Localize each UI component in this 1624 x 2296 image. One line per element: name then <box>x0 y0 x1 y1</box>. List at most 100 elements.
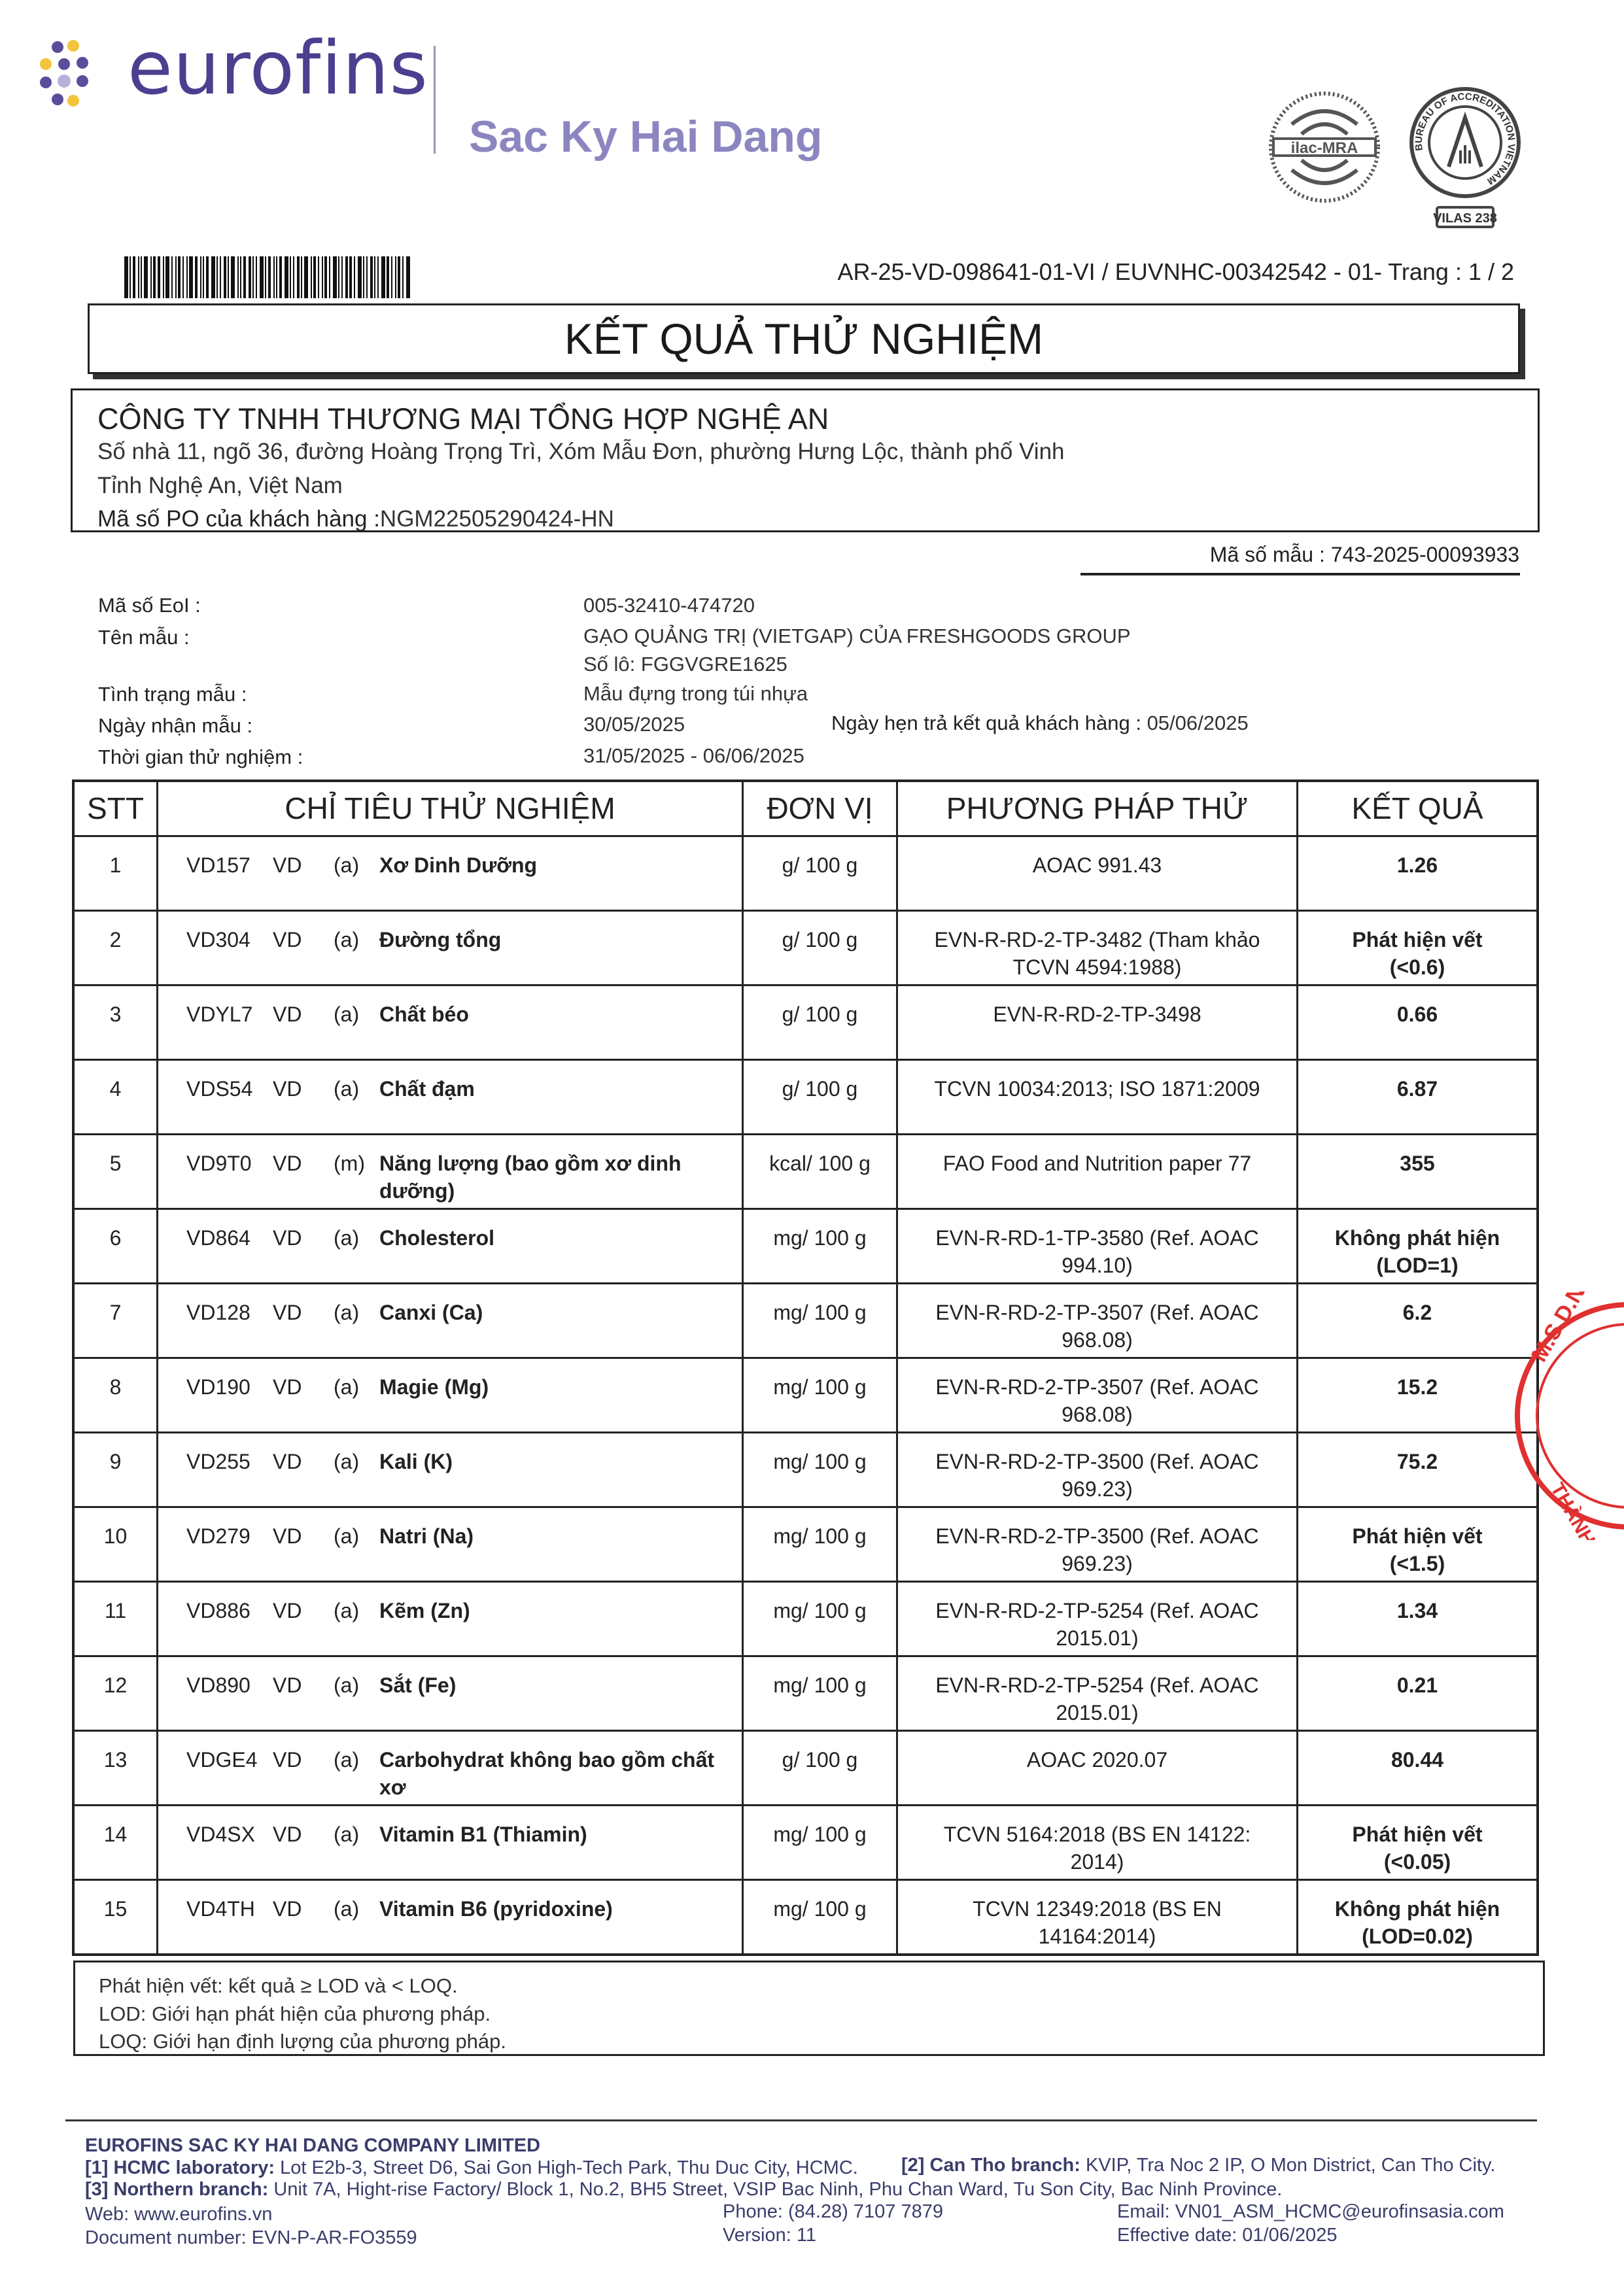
result-text: 0.21 <box>1396 1673 1438 1697</box>
barcode-bar <box>252 256 254 298</box>
header-result: KẾT QUẢ <box>1296 780 1539 837</box>
row-test: VD9T0 VD (m) Năng lượng (bao gồm xơ dinh dư… <box>156 1133 744 1210</box>
accreditation-mark: (a) <box>334 928 360 951</box>
table-row: 13 VDGE4 VD (a) Carbohydrat không bao gồm ch… <box>72 1730 1539 1806</box>
barcode-bar <box>171 256 173 298</box>
barcode-bar <box>133 256 135 298</box>
row-method: EVN-R-RD-2-TP-3507 (Ref. AOAC 968.08) <box>896 1357 1298 1433</box>
accreditation-mark: (a) <box>334 1599 360 1622</box>
lab-code: VD <box>273 1823 302 1846</box>
lab-code: VD <box>273 1077 302 1101</box>
note-line: LOD: Giới hạn phát hiện của phương pháp. <box>99 2002 491 2025</box>
barcode-bar <box>124 256 128 298</box>
lab-code: VD <box>273 1897 302 1921</box>
accreditation-mark: (m) <box>334 1152 365 1175</box>
branch-3: [3] Northern branch: Unit 7A, Hight-rise… <box>85 2179 1282 2201</box>
barcode-bar <box>370 256 373 298</box>
result-text: 0.66 <box>1396 1002 1438 1026</box>
result-text: Không phát hiện (LOD=0.02) <box>1334 1897 1500 1948</box>
method-text: EVN-R-RD-2-TP-3498 <box>993 1002 1201 1026</box>
test-code: VD157 <box>186 853 251 877</box>
result-text: 1.26 <box>1396 853 1438 877</box>
barcode-bar <box>243 256 246 298</box>
report-reference: AR-25-VD-098641-01-VI / EUVNHC-00342542 … <box>837 258 1514 285</box>
method-text: TCVN 12349:2018 (BS EN 14164:2014) <box>973 1897 1222 1948</box>
branch-2-label: [2] Can Tho branch: <box>901 2155 1080 2176</box>
accreditation-mark: (a) <box>334 1450 360 1473</box>
table-row: 8 VD190 VD (a) Magie (Mg) mg/ 100 g EVN-R-RD-2… <box>72 1357 1539 1433</box>
row-result: 6.87 <box>1296 1059 1539 1135</box>
test-name: Cholesterol <box>379 1226 495 1250</box>
barcode-bar <box>406 256 410 298</box>
method-text: EVN-R-RD-2-TP-3507 (Ref. AOAC 968.08) <box>935 1375 1259 1426</box>
barcode <box>124 256 477 298</box>
barcode-bar <box>381 256 385 298</box>
footer-email[interactable]: Email: VN01_ASM_HCMC@eurofinsasia.com <box>1117 2201 1504 2222</box>
barcode-bar <box>206 256 209 298</box>
boa-vietnam-icon: BUREAU OF ACCREDITATION VIETNAM VILAS 23… <box>1409 87 1521 228</box>
barcode-bar <box>366 256 368 298</box>
barcode-bar <box>228 256 229 298</box>
test-code: VD9T0 <box>186 1152 252 1175</box>
row-result: 75.2 <box>1296 1431 1539 1508</box>
accreditation-logos: ilac-MRA BUREAU OF ACCREDITATION VIETNAM… <box>1269 87 1521 228</box>
accreditation-mark: (a) <box>334 853 360 877</box>
header-divider <box>434 46 436 154</box>
method-text: AOAC 2020.07 <box>1026 1748 1168 1772</box>
lab-code: VD <box>273 1524 302 1548</box>
accreditation-mark: (a) <box>334 1375 360 1399</box>
row-unit: mg/ 100 g <box>742 1506 898 1583</box>
barcode-bar <box>311 256 312 298</box>
footer-effective-date: Effective date: 01/06/2025 <box>1117 2225 1338 2246</box>
branch-2: [2] Can Tho branch: KVIP, Tra Noc 2 IP, … <box>901 2155 1495 2176</box>
barcode-bar <box>268 256 271 298</box>
method-text: EVN-R-RD-2-TP-5254 (Ref. AOAC 2015.01) <box>935 1673 1259 1724</box>
barcode-bar <box>141 256 142 298</box>
test-name: Xơ Dinh Dưỡng <box>379 853 538 877</box>
row-result: 1.34 <box>1296 1581 1539 1657</box>
row-stt: 13 <box>72 1730 158 1806</box>
row-test: VDGE4 VD (a) Carbohydrat không bao gồm chất… <box>156 1730 744 1806</box>
test-name: Kẽm (Zn) <box>379 1599 470 1622</box>
footer-web[interactable]: Web: www.eurofins.vn <box>85 2204 273 2225</box>
table-header-row: STT CHỈ TIÊU THỬ NGHIỆM ĐƠN VỊ PHƯƠNG PH… <box>72 780 1539 837</box>
test-name: Năng lượng (bao gồm xơ dinh dưỡng) <box>379 1152 682 1203</box>
barcode-bar <box>391 256 392 298</box>
barcode-bar <box>285 256 288 298</box>
svg-text:M.S.D.N: M.S.D.N <box>1527 1292 1590 1366</box>
row-result: 1.26 <box>1296 835 1539 912</box>
lab-code: VD <box>273 1748 302 1772</box>
sample-code: Mã số mẫu : 743-2025-00093933 <box>1209 543 1519 566</box>
test-name: Natri (Na) <box>379 1524 474 1548</box>
row-unit: mg/ 100 g <box>742 1804 898 1881</box>
barcode-bar <box>211 256 215 298</box>
barcode-bar <box>189 256 193 298</box>
row-method: EVN-R-RD-2-TP-3507 (Ref. AOAC 968.08) <box>896 1282 1298 1359</box>
accreditation-mark: (a) <box>334 1524 360 1548</box>
customer-box: CÔNG TY TNHH THƯƠNG MẠI TỔNG HỢP NGHỆ AN… <box>71 388 1540 532</box>
company-stamp: M.S.D.N THÀNH <box>1515 1292 1624 1540</box>
test-code: VDGE4 <box>186 1748 258 1772</box>
branch-3-label: [3] Northern branch: <box>85 2179 269 2200</box>
row-unit: mg/ 100 g <box>742 1431 898 1508</box>
barcode-bar <box>358 256 362 298</box>
lot-value: Số lô: FGGVGRE1625 <box>583 653 787 676</box>
barcode-bar <box>240 256 241 298</box>
sample-code-underline <box>1080 573 1520 575</box>
accreditation-mark: (a) <box>334 1226 360 1250</box>
row-method: AOAC 991.43 <box>896 835 1298 912</box>
barcode-bar <box>398 256 400 298</box>
test-code: VD190 <box>186 1375 251 1399</box>
eoi-label: Mã số EoI : <box>98 594 201 617</box>
row-stt: 6 <box>72 1208 158 1284</box>
row-result: Phát hiện vết (<0.05) <box>1296 1804 1539 1881</box>
barcode-bar <box>345 256 348 298</box>
test-name: Carbohydrat không bao gồm chất xơ <box>379 1748 715 1799</box>
result-text: Phát hiện vết (<0.05) <box>1352 1823 1483 1874</box>
barcode-bar <box>237 256 239 298</box>
customer-name: CÔNG TY TNHH THƯƠNG MẠI TỔNG HỢP NGHỆ AN <box>97 402 829 436</box>
row-stt: 1 <box>72 835 158 912</box>
due-date-value: 05/06/2025 <box>1147 711 1249 734</box>
barcode-bar <box>256 256 257 298</box>
method-text: TCVN 5164:2018 (BS EN 14122: 2014) <box>943 1823 1251 1874</box>
